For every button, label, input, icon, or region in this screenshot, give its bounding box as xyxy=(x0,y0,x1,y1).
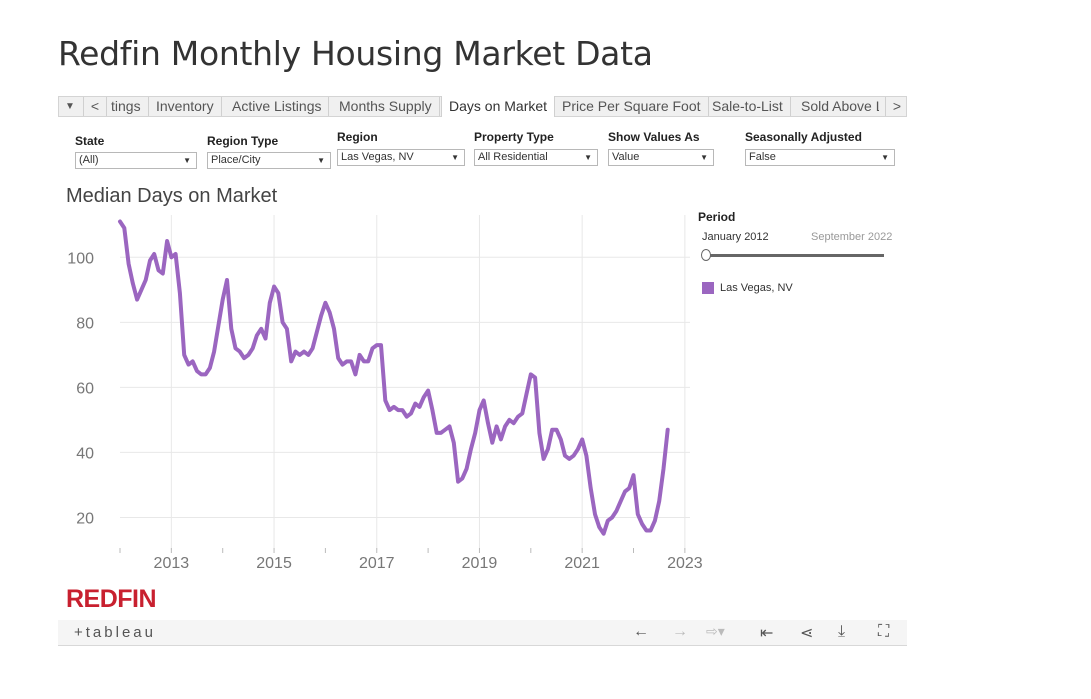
region-type-select[interactable]: Place/City ▼ xyxy=(207,152,331,169)
chevron-down-icon: ▼ xyxy=(451,153,459,162)
filter-region-type: Region Type Place/City ▼ xyxy=(207,134,331,170)
series-line-las-vegas xyxy=(118,219,670,536)
region-type-select-value: Place/City xyxy=(211,154,261,166)
redo-icon[interactable]: → xyxy=(672,623,688,640)
tab-active-listings[interactable]: Active Listings xyxy=(225,97,330,116)
x-tick-label: 2013 xyxy=(154,555,190,572)
y-tick-label: 80 xyxy=(76,315,94,332)
property-type-select-value: All Residential xyxy=(478,151,548,163)
chevron-down-icon: ▼ xyxy=(584,153,592,162)
x-tick-label: 2023 xyxy=(667,555,703,572)
tab-menu-icon[interactable]: ▼ xyxy=(65,101,75,112)
chevron-down-icon: ▼ xyxy=(183,156,191,165)
revert-all-icon[interactable]: ⇤ xyxy=(760,625,774,642)
chevron-down-icon: ▼ xyxy=(700,153,708,162)
y-tick-label: 40 xyxy=(76,445,94,462)
filter-region: Region Las Vegas, NV ▼ xyxy=(337,130,465,168)
share-icon[interactable]: ⋖ xyxy=(800,625,814,642)
filter-region-type-label: Region Type xyxy=(207,134,279,148)
x-tick-label: 2021 xyxy=(564,555,600,572)
y-tick-label: 100 xyxy=(67,250,94,267)
tab-sale-to-list[interactable]: Sale-to-List xyxy=(705,97,791,116)
y-tick-label: 20 xyxy=(76,510,94,527)
region-select[interactable]: Las Vegas, NV ▼ xyxy=(337,149,465,166)
y-tick-label: 60 xyxy=(76,380,94,397)
x-tick-label: 2017 xyxy=(359,555,395,572)
region-select-value: Las Vegas, NV xyxy=(341,151,414,163)
filter-region-label: Region xyxy=(337,130,378,144)
tab-listings[interactable]: tings xyxy=(104,97,149,116)
filter-seasonally-adjusted-label: Seasonally Adjusted xyxy=(745,130,862,144)
tableau-logo[interactable]: +tableau xyxy=(74,624,156,641)
period-start-label: January 2012 xyxy=(702,231,769,243)
x-tick-label: 2015 xyxy=(256,555,292,572)
download-icon[interactable]: ⤓ xyxy=(838,623,846,640)
filter-seasonally-adjusted: Seasonally Adjusted False ▼ xyxy=(745,130,895,168)
filter-state: State (All) ▼ xyxy=(75,134,197,170)
chart-title: Median Days on Market xyxy=(66,185,278,207)
page-title: Redfin Monthly Housing Market Data xyxy=(58,34,653,73)
period-slider-track[interactable] xyxy=(706,254,884,257)
tab-next-icon[interactable]: > xyxy=(885,97,908,116)
tab-prev-icon[interactable]: < xyxy=(83,97,107,116)
period-label: Period xyxy=(698,210,736,224)
x-tick-label: 2019 xyxy=(462,555,498,572)
seasonally-adjusted-select[interactable]: False ▼ xyxy=(745,149,895,166)
state-select-value: (All) xyxy=(79,154,99,166)
show-values-as-select-value: Value xyxy=(612,151,640,163)
period-slider-handle[interactable] xyxy=(701,249,711,261)
state-select[interactable]: (All) ▼ xyxy=(75,152,197,169)
tab-months-supply[interactable]: Months Supply xyxy=(332,97,440,116)
tab-days-on-market[interactable]: Days on Market xyxy=(441,96,556,117)
tableau-toolbar: +tableau ← → ⇨▾ ⇤ ⋖ ⤓ ⛶ xyxy=(58,620,907,646)
show-values-as-select[interactable]: Value ▼ xyxy=(608,149,714,166)
filter-show-values-as: Show Values As Value ▼ xyxy=(608,130,714,168)
redfin-logo: REDFIN xyxy=(66,585,157,613)
period-end-label: September 2022 xyxy=(811,231,893,243)
chevron-down-icon: ▼ xyxy=(317,156,325,165)
tab-sold-above-list[interactable]: Sold Above Li xyxy=(801,98,879,114)
filter-show-values-as-label: Show Values As xyxy=(608,130,700,144)
seasonally-adjusted-select-value: False xyxy=(749,151,776,163)
tab-inventory[interactable]: Inventory xyxy=(149,97,222,116)
chevron-down-icon: ▼ xyxy=(881,153,889,162)
tab-bar: ▼ < tings Inventory Active Listings Mont… xyxy=(58,96,907,117)
legend-swatch xyxy=(702,282,714,294)
property-type-select[interactable]: All Residential ▼ xyxy=(474,149,598,166)
fullscreen-icon[interactable]: ⛶ xyxy=(878,623,890,640)
revert-icon[interactable]: ⇨▾ xyxy=(706,623,725,639)
filter-state-label: State xyxy=(75,134,105,148)
filter-property-type: Property Type All Residential ▼ xyxy=(474,130,598,168)
undo-icon[interactable]: ← xyxy=(633,623,649,640)
tab-price-per-square-foot[interactable]: Price Per Square Foot xyxy=(555,97,709,116)
legend-label: Las Vegas, NV xyxy=(720,282,793,294)
filter-property-type-label: Property Type xyxy=(474,130,554,144)
